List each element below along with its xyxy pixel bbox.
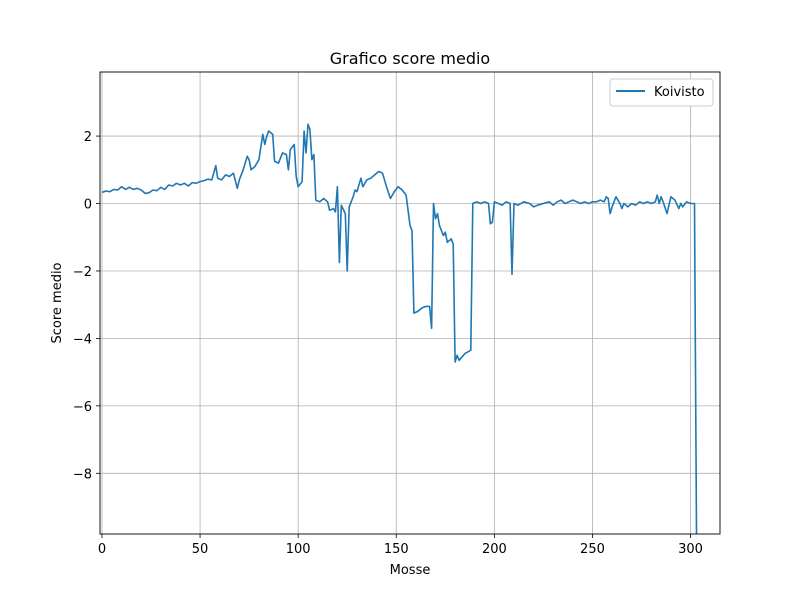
x-tick-label: 50 [192, 542, 209, 557]
tick-labels: 0 50 100 150 200 250 300 2 0 −2 −4 −6 −8 [73, 130, 703, 557]
chart-title: Grafico score medio [330, 49, 490, 68]
legend: Koivisto [609, 78, 714, 107]
y-tick-label: 2 [84, 130, 92, 145]
series-line-koivisto [101, 123, 698, 534]
legend-box [609, 78, 714, 107]
y-tick-label: −2 [73, 265, 92, 280]
x-tick-label: 100 [286, 542, 311, 557]
axes-frame [99, 71, 721, 535]
legend-label: Koivisto [654, 85, 705, 100]
x-tick-label: 200 [482, 542, 507, 557]
y-tick-label: −4 [73, 332, 92, 347]
y-tick-label: −6 [73, 400, 92, 415]
y-tick-label: 0 [84, 198, 92, 213]
x-tick-label: 300 [678, 542, 703, 557]
x-tick-label: 150 [384, 542, 409, 557]
y-tick-label: −8 [73, 467, 92, 482]
plot-area [101, 123, 698, 534]
x-tick-label: 0 [98, 542, 106, 557]
grid-lines [100, 72, 720, 534]
y-axis-label: Score medio [50, 262, 65, 343]
x-tick-label: 250 [580, 542, 605, 557]
axes [96, 71, 721, 538]
x-axis-label: Mosse [390, 563, 431, 578]
